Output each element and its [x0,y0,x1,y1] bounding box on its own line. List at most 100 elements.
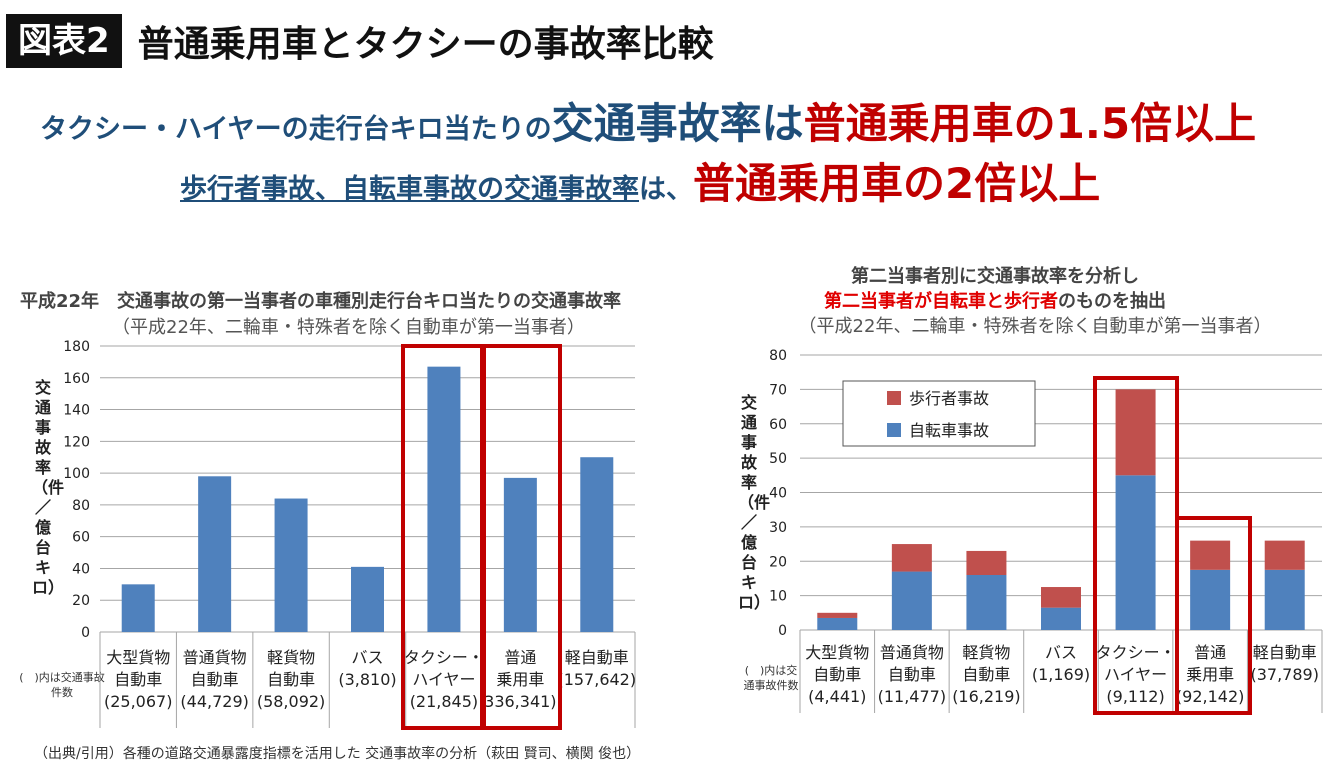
right-y-tick-label: 30 [769,520,787,536]
left-bar [198,476,232,632]
right-category-label: 軽自動車 [1253,643,1317,662]
left-category-label: (157,642) [557,670,636,689]
right-bar-pedestrian [891,544,932,572]
left-category-label: 普通 [504,648,536,667]
legend-label: 歩行者事故 [909,389,989,408]
page-title: 普通乗用車とタクシーの事故率比較 [137,24,714,65]
right-bar-bicycle [1115,475,1156,630]
right-bar-pedestrian [1264,540,1305,570]
headline-line2: 歩行者事故、自転車事故の交通事故率は、普通乗用車の2倍以上 [180,150,1100,211]
left-category-label: (25,067) [104,692,172,711]
right-bar-bicycle [1264,569,1305,630]
left-category-label: ハイヤー [412,670,475,689]
right-bar-pedestrian [966,550,1007,575]
right-highlight-box [1175,516,1252,715]
headline-line2-particle: は、 [639,174,693,205]
left-category-label: 自動車 [114,670,162,689]
left-category-label: 自動車 [267,670,315,689]
figure-header: 図表2 普通乗用車とタクシーの事故率比較 [6,12,714,70]
left-category-label: 普通貨物 [183,648,247,667]
left-category-label: 軽自動車 [565,648,629,667]
right-bar-pedestrian [1041,587,1081,608]
right-category-label: 大型貨物 [805,643,869,662]
left-y-tick-label: 0 [81,625,90,641]
right-category-label: (37,789) [1250,665,1318,684]
right-bar-bicycle [817,617,858,630]
headline-line2-red: 普通乗用車の2倍以上 [693,159,1101,208]
right-category-label: 自動車 [888,665,936,684]
legend-label: 自転車事故 [909,421,989,440]
right-y-tick-label: 50 [769,451,787,467]
right-category-label: 自動車 [962,665,1010,684]
right-y-tick-label: 70 [769,382,787,398]
left-y-tick-label: 40 [72,561,90,577]
right-chart-title-red: 第二当事者が自転車と歩行者 [824,291,1058,312]
left-y-tick-label: 80 [72,498,90,514]
right-y-tick-label: 10 [769,589,787,605]
right-category-label: 乗用車 [1186,665,1234,684]
right-chart-title-line1: 第二当事者別に交通事故率を分析し [851,266,1139,287]
headline-line1-lead: タクシー・ハイヤーの走行台キロ当たりの [40,114,552,145]
headline-line2-lead: 歩行者事故、自転車事故の交通事故率 [180,174,639,205]
left-y-tick-label: 160 [63,371,90,387]
left-category-label: 大型貨物 [106,648,170,667]
left-chart-subtitle: （平成22年、二輪車・特殊者を除く自動車が第一当事者） [112,317,585,338]
right-bar-bicycle [966,575,1007,630]
right-bar-pedestrian [1115,389,1156,476]
legend-swatch [887,423,901,437]
right-y-tick-label: 40 [769,486,787,502]
right-category-label: (4,441) [808,687,866,706]
right-bar-bicycle [1190,569,1231,630]
headline-line1-emphasis: 交通事故率は [551,99,804,148]
left-y-tick-label: 20 [72,593,90,609]
left-category-label: 軽貨物 [267,648,315,667]
right-category-label: タクシー・ [1096,643,1176,662]
right-category-label: (11,477) [878,687,946,706]
left-y-tick-label: 60 [72,530,90,546]
right-category-label: (1,169) [1032,665,1090,684]
right-bar-pedestrian [817,612,858,618]
right-category-label: (92,142) [1176,687,1244,706]
left-bar [274,498,308,632]
right-category-label: 普通貨物 [880,643,944,662]
left-bar [580,457,614,632]
left-category-label: (21,845) [410,692,478,711]
left-bar [121,584,155,632]
legend-box [842,380,1036,447]
left-highlight-box [482,344,562,730]
right-bar-bicycle [1041,607,1081,630]
right-bar-pedestrian [1190,540,1231,570]
right-chart-title-rest: のものを抽出 [1058,291,1166,312]
right-y-tick-label: 80 [769,348,787,364]
headline-line1: タクシー・ハイヤーの走行台キロ当たりの交通事故率は普通乗用車の1.5倍以上 [40,90,1256,151]
left-category-label: 自動車 [191,670,239,689]
source-citation: （出典/引用）各種の道路交通暴露度指標を活用した 交通事故率の分析（萩田 賢司、… [34,746,641,762]
right-chart-ylabel: 交通事故率（件／億台キロ） [738,393,771,612]
right-category-label: (16,219) [952,687,1020,706]
figure-label: 図表2 [6,14,122,68]
left-category-label: タクシー・ [404,648,484,667]
left-category-label: 乗用車 [496,670,544,689]
right-chart-note: ( )内は交通事故件数 [743,664,799,692]
right-category-label: 普通 [1194,643,1226,662]
left-bar [351,566,384,632]
right-y-tick-label: 60 [769,417,787,433]
right-category-label: 軽貨物 [962,643,1010,662]
left-bar [427,366,461,632]
left-y-tick-label: 140 [63,403,90,419]
right-category-label: (9,112) [1106,687,1164,706]
left-category-label: (3,810) [338,670,396,689]
right-category-label: 自動車 [813,665,861,684]
left-y-tick-label: 180 [63,339,90,355]
headline-line1-red: 普通乗用車の1.5倍以上 [803,99,1257,148]
legend-swatch [887,391,901,405]
left-y-tick-label: 100 [63,466,90,482]
right-y-tick-label: 0 [778,623,787,639]
right-chart-title-line2: 第二当事者が自転車と歩行者のものを抽出 [760,287,1230,313]
right-bar-bicycle [891,571,932,630]
left-chart-note: ( )内は交通事故件数 [19,671,105,699]
right-y-tick-label: 20 [769,554,787,570]
